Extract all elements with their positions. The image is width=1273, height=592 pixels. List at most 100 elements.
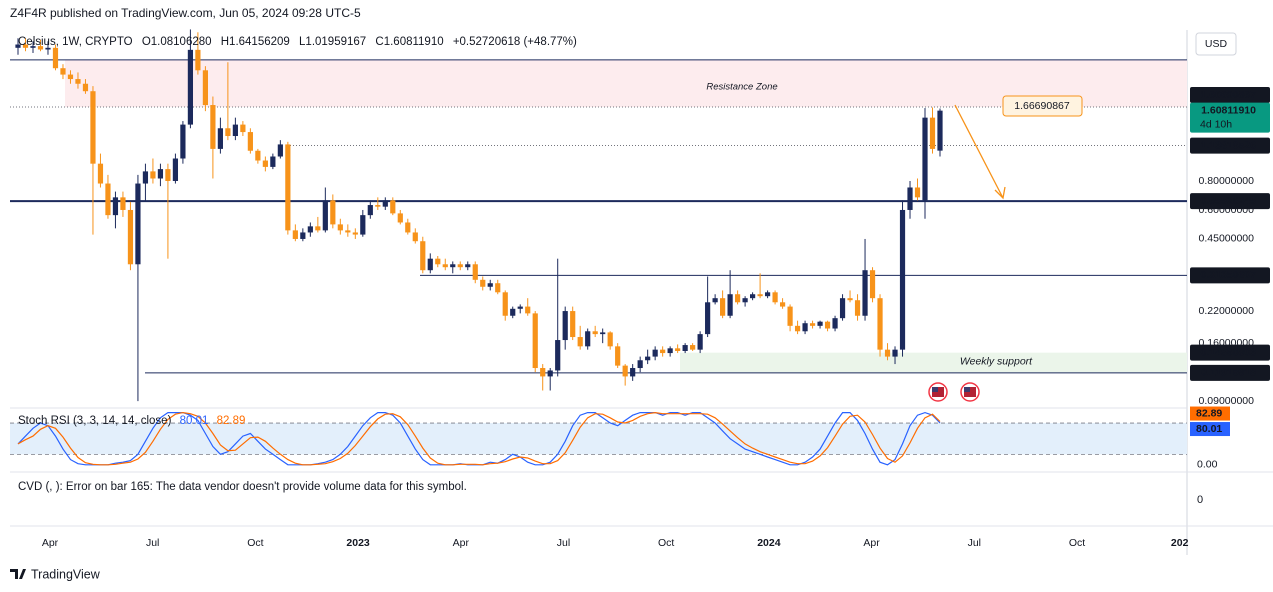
candle-body <box>645 356 651 361</box>
countdown: 4d 10h <box>1200 118 1232 130</box>
candle-body <box>907 187 913 210</box>
x-tick-label: 202 <box>1171 537 1189 549</box>
x-tick-label: Oct <box>658 537 674 549</box>
candle-body <box>255 150 261 161</box>
x-tick-label: Oct <box>1069 537 1085 549</box>
logo-text: TradingView <box>31 567 101 581</box>
candle-body <box>405 222 411 233</box>
candle-body <box>495 283 501 293</box>
candle-body <box>150 171 156 179</box>
last-price-label: 1.60811910 <box>1201 104 1256 116</box>
x-tick-label: 2024 <box>757 537 781 549</box>
candle-body <box>472 264 478 280</box>
candle-body <box>345 230 351 233</box>
band <box>10 423 1187 455</box>
level-axis-box <box>1190 87 1270 104</box>
candle-body <box>517 306 523 309</box>
y-tick-label: 0.00 <box>1197 459 1218 471</box>
candle-body <box>172 158 179 181</box>
candle-body <box>794 325 801 332</box>
candle-body <box>667 348 673 354</box>
zone <box>65 59 1187 108</box>
candle-body <box>435 258 441 265</box>
flag <box>932 387 938 392</box>
candle-body <box>52 47 59 69</box>
candle-body <box>615 346 621 366</box>
level-axis-box <box>1190 344 1270 361</box>
candle-body <box>375 205 381 207</box>
y-tick-label: 0.22000000 <box>1199 305 1255 317</box>
candle-body <box>899 209 906 350</box>
ohlc-prefix: C <box>375 36 383 48</box>
candle-body <box>637 360 643 369</box>
candle-body <box>180 124 186 159</box>
candle-body <box>720 298 726 316</box>
level-axis-label: 0.31350607 <box>1201 269 1257 281</box>
candle-body <box>502 292 508 316</box>
x-tick-label: Apr <box>42 537 59 549</box>
indicator-title: Stoch RSI (3, 3, 14, 14, close) <box>18 415 172 427</box>
candle-body <box>510 308 516 316</box>
indicator-axis-label: 82.89 <box>1196 407 1222 419</box>
candle-body <box>809 323 816 326</box>
candle-body <box>742 298 748 303</box>
candle-body <box>929 117 936 149</box>
candle-body <box>360 215 366 235</box>
candle-body <box>367 205 373 216</box>
candle-body <box>60 68 66 75</box>
candle-body <box>735 294 741 303</box>
candle-body <box>45 47 51 50</box>
change: +0.52720618 (+48.77%) <box>453 36 577 48</box>
candle-body <box>540 368 546 377</box>
candle-body <box>802 323 808 332</box>
candle-body <box>585 331 591 347</box>
candle-body <box>300 232 306 239</box>
candle-body <box>90 91 96 164</box>
candle-body <box>869 270 876 299</box>
candle-body <box>330 200 336 225</box>
candle-body <box>839 298 846 319</box>
y-tick-label: 0.45000000 <box>1199 233 1255 245</box>
candle-body <box>487 283 493 287</box>
level-axis-label: 0.11915918 <box>1201 367 1256 379</box>
candle-body <box>135 183 141 265</box>
candle-body <box>532 313 538 369</box>
y-tick-label: 0.80000000 <box>1199 175 1255 187</box>
level-axis-label: 1.66690867 <box>1201 89 1257 101</box>
currency[interactable]: USD <box>1205 38 1228 50</box>
candle-body <box>555 340 561 371</box>
candle-body <box>127 209 134 265</box>
symbol-legend: Celsius, 1W, CRYPTO O1.08106280 H1.64156… <box>18 36 577 48</box>
candle-body <box>570 311 576 338</box>
close-value: 1.60811910 <box>384 36 444 48</box>
candle-body <box>457 264 463 268</box>
candle-body <box>390 200 396 214</box>
candle-body <box>937 110 943 151</box>
candle-body <box>37 46 44 50</box>
candle-body <box>817 321 823 326</box>
candle-body <box>142 171 149 184</box>
zone <box>680 352 1187 373</box>
candle-body <box>675 348 681 352</box>
candle-body <box>22 44 29 48</box>
candle-body <box>75 79 81 84</box>
x-tick-label: Jul <box>557 537 570 549</box>
candle-body <box>630 368 636 377</box>
level-axis-label: 0.65526245 <box>1201 195 1257 207</box>
k-value: 80.01 <box>180 415 209 427</box>
candle-body <box>187 49 194 125</box>
price-callout-label: 1.66690867 <box>1014 100 1070 112</box>
candle-body <box>922 117 928 201</box>
candle-body <box>427 258 433 271</box>
candle-body <box>854 300 861 316</box>
candle-body <box>525 306 531 314</box>
candle-body <box>217 128 223 149</box>
high-value: 1.64156209 <box>229 36 290 48</box>
candle-body <box>757 294 763 297</box>
candle-body <box>682 345 688 352</box>
candle-body <box>105 183 111 216</box>
candle-body <box>262 160 268 167</box>
candle-body <box>884 349 891 357</box>
currency-button[interactable] <box>1195 32 1237 56</box>
